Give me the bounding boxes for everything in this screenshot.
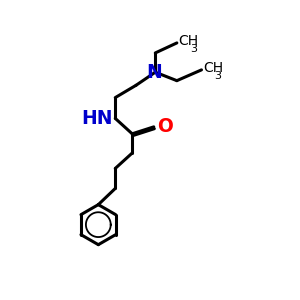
Text: O: O xyxy=(158,117,173,136)
Text: CH: CH xyxy=(178,34,199,48)
Text: N: N xyxy=(146,63,162,82)
Text: CH: CH xyxy=(203,61,223,75)
Text: 3: 3 xyxy=(190,44,197,55)
Text: HN: HN xyxy=(81,109,113,128)
Text: 3: 3 xyxy=(214,71,222,81)
